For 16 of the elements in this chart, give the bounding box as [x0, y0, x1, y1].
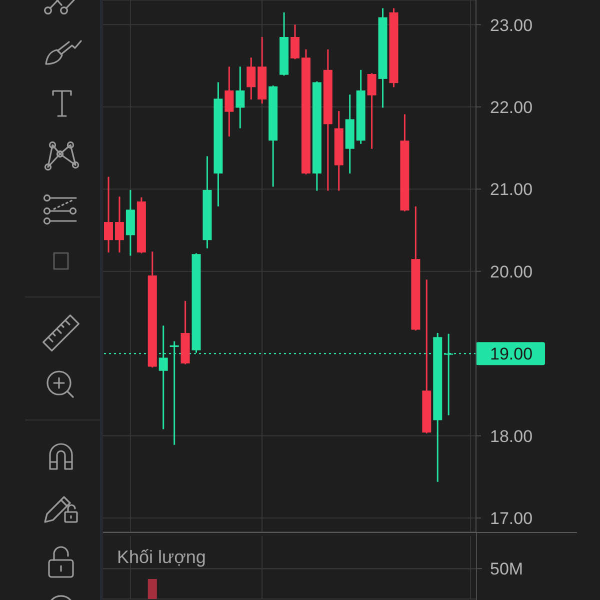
candlestick [114, 196, 124, 254]
y-tick-label: 23.00 [490, 16, 533, 35]
candlestick [246, 56, 256, 100]
candlestick [367, 72, 376, 150]
candlestick [236, 66, 245, 130]
y-tick-label: 20.00 [490, 262, 533, 282]
candlestick [104, 176, 113, 254]
ref-line-label: 50M [490, 560, 524, 579]
y-tick-label: 17.00 [490, 509, 533, 528]
candlestick [224, 66, 234, 138]
y-tick-label: 18.00 [490, 426, 533, 446]
y-tick-label: 22.00 [490, 98, 533, 118]
chart-title: Khối lượng [117, 546, 206, 568]
ref-line-label: 19.00 [490, 344, 533, 364]
candlestick [290, 24, 300, 60]
y-tick-label: 21.00 [490, 180, 533, 200]
